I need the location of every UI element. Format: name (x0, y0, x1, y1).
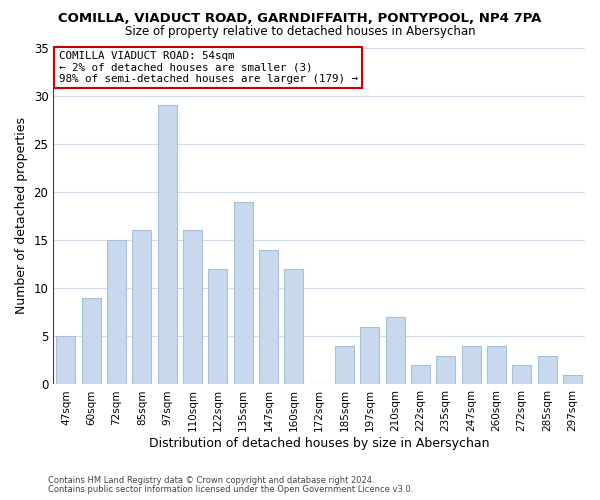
Text: Size of property relative to detached houses in Abersychan: Size of property relative to detached ho… (125, 25, 475, 38)
Bar (386, 317, 404, 384)
Bar (360, 326, 379, 384)
Bar (487, 346, 506, 385)
Bar (259, 250, 278, 384)
Bar (461, 346, 481, 385)
Bar (133, 230, 151, 384)
Text: COMILLA, VIADUCT ROAD, GARNDIFFAITH, PONTYPOOL, NP4 7PA: COMILLA, VIADUCT ROAD, GARNDIFFAITH, PON… (58, 12, 542, 26)
Bar (284, 269, 304, 384)
Bar (538, 356, 557, 384)
Bar (56, 336, 76, 384)
Bar (233, 202, 253, 384)
Bar (563, 375, 582, 384)
Text: Contains public sector information licensed under the Open Government Licence v3: Contains public sector information licen… (48, 485, 413, 494)
Bar (183, 230, 202, 384)
Text: Contains HM Land Registry data © Crown copyright and database right 2024.: Contains HM Land Registry data © Crown c… (48, 476, 374, 485)
Bar (107, 240, 126, 384)
Bar (335, 346, 354, 385)
Y-axis label: Number of detached properties: Number of detached properties (15, 118, 28, 314)
X-axis label: Distribution of detached houses by size in Abersychan: Distribution of detached houses by size … (149, 437, 490, 450)
Bar (158, 106, 177, 384)
Text: COMILLA VIADUCT ROAD: 54sqm
← 2% of detached houses are smaller (3)
98% of semi-: COMILLA VIADUCT ROAD: 54sqm ← 2% of deta… (59, 51, 358, 84)
Bar (82, 298, 101, 384)
Bar (411, 365, 430, 384)
Bar (208, 269, 227, 384)
Bar (436, 356, 455, 384)
Bar (512, 365, 531, 384)
